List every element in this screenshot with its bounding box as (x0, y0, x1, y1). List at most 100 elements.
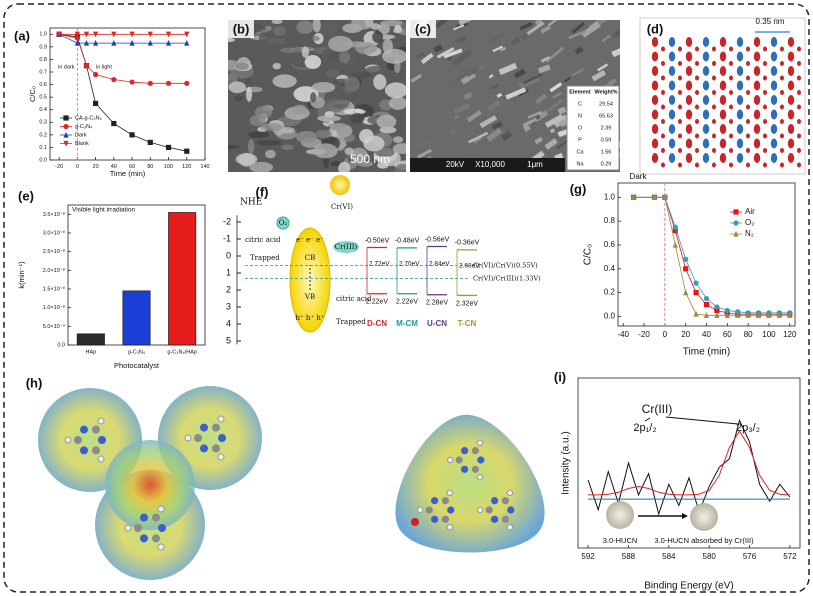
decoration (746, 133, 750, 139)
decoration (124, 524, 132, 532)
decoration (296, 20, 314, 34)
decoration (695, 90, 699, 95)
legend-label: Air (745, 207, 755, 216)
marker (683, 266, 689, 272)
legend-label: Dark (75, 132, 87, 138)
decoration (455, 35, 468, 44)
marker (651, 194, 658, 200)
decoration (441, 497, 449, 505)
marker (147, 139, 153, 145)
gap-label: 2.84eV (429, 260, 450, 267)
decoration (247, 139, 255, 155)
y-tick-label: 0.2 (39, 132, 47, 138)
panel-label: (c) (415, 21, 431, 36)
y-tick-label: 1.0 (39, 32, 47, 38)
decoration (736, 66, 744, 76)
marker (631, 194, 637, 200)
x-tick-label: 120 (182, 164, 191, 170)
legend-label: Blank (75, 141, 89, 147)
decoration (678, 75, 682, 81)
y-tick-label: 1.0×10⁻⁸ (43, 304, 65, 311)
decoration (763, 90, 767, 95)
decoration (651, 37, 659, 47)
decoration (729, 104, 733, 110)
decoration (378, 23, 390, 35)
decoration (597, 63, 609, 72)
table-cell: Na (576, 161, 584, 167)
decoration (678, 61, 682, 66)
x-axis-label: Photocatalyst (114, 361, 160, 370)
x-tick-label: 588 (622, 552, 636, 561)
y-tick-label: 5.0×10⁻⁹ (43, 323, 65, 330)
marker (165, 31, 172, 38)
decoration (668, 124, 676, 134)
decoration (746, 75, 750, 81)
marker (165, 80, 172, 86)
decoration (797, 46, 801, 52)
decoration (350, 113, 365, 124)
decoration (678, 133, 682, 139)
decoration (661, 104, 665, 110)
marker (184, 80, 190, 86)
decoration (458, 20, 480, 26)
marker (83, 63, 90, 69)
marker (129, 132, 135, 138)
decoration (332, 104, 348, 109)
decoration (140, 534, 148, 543)
decoration (276, 216, 290, 230)
decoration (339, 50, 350, 64)
series-line (59, 33, 187, 84)
x-tick-label: -40 (617, 330, 629, 339)
decoration (753, 109, 761, 120)
decoration (384, 82, 406, 99)
decoration (540, 56, 550, 63)
marker (129, 39, 135, 46)
decoration (425, 506, 433, 514)
diagram-text: citric acid (245, 236, 281, 244)
decoration (200, 444, 208, 453)
decoration (526, 21, 545, 36)
chart-title: Visible light irradiation (72, 207, 135, 214)
material-name: M-CM (396, 319, 418, 328)
decoration (644, 417, 651, 422)
decoration (479, 115, 498, 129)
panel-label: (i) (554, 369, 566, 384)
bar (76, 333, 105, 346)
tick-label: 1 (226, 267, 231, 277)
table-cell: C (578, 101, 582, 107)
decoration (92, 425, 100, 434)
y-tick-label: 0.1 (39, 145, 47, 151)
plot-frame (577, 377, 801, 549)
x-tick-label: 80 (744, 330, 753, 339)
marker (83, 31, 90, 38)
decoration (444, 69, 455, 78)
marker (703, 295, 710, 302)
cb-label: -0.50eV (365, 237, 390, 244)
decoration (446, 489, 454, 497)
tick-label: 4 (226, 318, 231, 328)
sem-info: 1μm (527, 160, 543, 169)
decoration (382, 48, 406, 64)
decoration (238, 152, 255, 167)
decoration (685, 138, 693, 149)
panel-label: (a) (14, 28, 30, 43)
diagram-text: h⁺ h⁺ h⁺ (295, 314, 324, 322)
x-axis-label: Binding Energy (eV) (644, 581, 734, 592)
decoration (591, 69, 607, 82)
decoration (271, 20, 283, 25)
decoration (651, 124, 659, 134)
decoration (200, 423, 208, 432)
decoration (466, 110, 482, 123)
annotation: in dark (58, 64, 75, 70)
x-tick-label: -20 (638, 330, 650, 339)
decoration (797, 104, 801, 110)
marker (662, 194, 668, 200)
decoration (418, 140, 431, 148)
decoration (506, 489, 514, 497)
table-cell: O (578, 125, 583, 131)
decoration (449, 128, 457, 135)
decoration (753, 95, 761, 105)
decoration (401, 21, 406, 30)
decoration (436, 47, 455, 59)
decoration (476, 439, 484, 447)
